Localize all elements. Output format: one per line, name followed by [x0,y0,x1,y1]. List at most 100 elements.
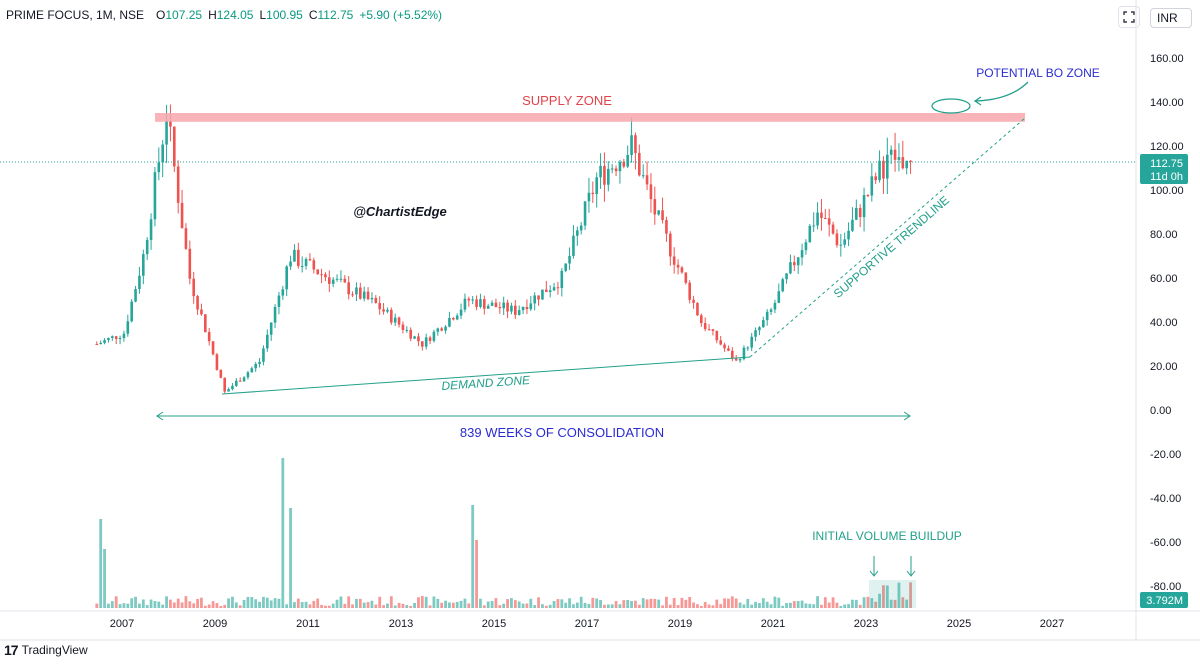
symbol-header: PRIME FOCUS, 1M, NSE O 107.25 H 124.05 L 10… [6,8,442,22]
candle-body [855,207,858,220]
candle-body [889,149,893,155]
candle-body [207,332,211,342]
candle-body [335,278,339,280]
candle-body [180,202,184,229]
candle-body [161,144,164,163]
y-tick-label: -80.00 [1150,581,1181,593]
volume-bar [343,603,347,608]
volume-bar [661,605,664,608]
candle-body [130,301,133,322]
candle-body [242,377,246,382]
candle-body [680,267,684,273]
volume-bar [409,605,413,608]
volume-bar [603,604,606,608]
volume-bar [754,601,757,608]
volume-bar [107,603,110,608]
candle-body [688,282,691,300]
y-tick-label: 160.00 [1150,53,1184,65]
candle-body [707,329,711,331]
candle-body [114,336,118,340]
candle-body [293,249,296,262]
volume-bar [242,599,246,608]
candle-body [839,244,843,246]
volume-bar [858,604,862,608]
candle-body [905,160,908,169]
candle-body [816,212,819,226]
candle-body [362,291,366,299]
volume-bar [816,596,819,608]
candle-body [390,309,393,323]
candle-body [572,235,575,256]
candle-body [517,310,521,315]
x-tick-label: 2007 [110,618,134,630]
volume-bar [281,458,285,608]
candle-body [165,121,168,145]
volume-bar [506,599,509,608]
candle-body [785,273,788,280]
candle-body [99,342,102,345]
volume-bar [688,596,692,608]
candle-body [382,309,385,312]
volume-bar [397,602,401,608]
candle-body [886,154,889,179]
volume-bar [219,605,223,608]
volume-bar [510,598,513,608]
volume-bar [114,596,118,608]
candle-body [440,328,443,331]
volume-bar [118,604,122,608]
x-tick-label: 2017 [575,618,599,630]
candle-body [638,152,641,176]
volume-bar [95,603,99,608]
volume-bar [727,598,730,608]
candle-body [715,330,719,341]
volume-bar [110,601,114,608]
branding-text: TradingView [21,643,88,657]
candle-body [851,219,854,231]
fullscreen-icon[interactable] [1118,6,1140,28]
candle-body [428,337,432,341]
price-badge-countdown: 11d 0h [1150,171,1183,183]
low-value: 100.95 [266,8,303,22]
candle-body [727,348,730,351]
volume-bar [653,598,657,608]
candle-body [583,201,587,226]
symbol-title[interactable]: PRIME FOCUS, 1M, NSE [6,8,145,22]
candle-body [793,262,796,266]
tradingview-logo[interactable]: 17 TradingView [4,642,88,658]
demand-zone-label: DEMAND ZONE [441,373,531,393]
volume-bar [227,598,230,608]
volume-bar [676,605,680,608]
volume-bar [897,582,901,608]
price-badge-text: 112.75 [1150,158,1183,170]
volume-bar [200,597,203,608]
volume-bar [901,597,905,608]
candle-body [192,278,195,297]
volume-bar [560,599,564,608]
x-tick-label: 2013 [389,618,413,630]
volume-bar [382,605,385,608]
volume-bar [517,601,521,608]
volume-bar [909,582,912,608]
candle-body [153,172,157,220]
candle-body [858,207,862,218]
candle-body [227,389,230,392]
volume-bar [595,598,599,608]
currency-button[interactable]: INR [1150,8,1192,28]
candle-body [506,302,509,312]
volume-bar [847,604,850,608]
candle-body [436,328,440,332]
volume-bar [606,604,610,608]
x-tick-label: 2009 [203,618,227,630]
volume-bar [459,600,463,608]
watermark-label: @ChartistEdge [353,204,447,219]
volume-bar [591,597,595,608]
volume-bar [641,598,645,608]
high-value: 124.05 [216,8,254,22]
volume-bar [893,599,897,608]
candle-body [250,368,254,373]
volume-bar [572,604,575,608]
candle-body [103,340,106,343]
candle-body [665,220,668,234]
volume-bar [730,596,734,608]
